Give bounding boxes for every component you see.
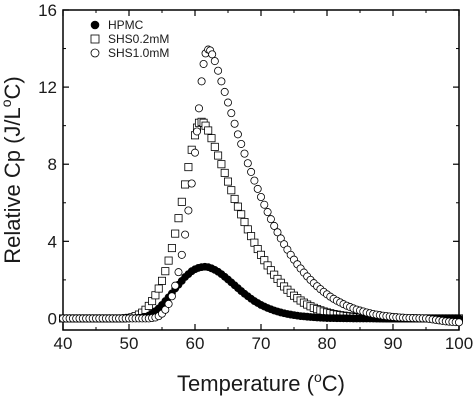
data-point <box>174 214 183 223</box>
data-point <box>260 200 269 209</box>
data-point <box>237 139 246 148</box>
data-point <box>227 186 236 195</box>
data-point <box>181 230 190 239</box>
series-shs0-2mm <box>59 117 463 323</box>
legend-label: HPMC <box>108 18 144 32</box>
x-axis-ticks: 40 50 60 70 80 90 100 <box>54 10 473 353</box>
data-point <box>210 142 219 151</box>
data-point <box>217 160 226 169</box>
series-hpmc <box>59 262 463 323</box>
data-point <box>192 127 201 136</box>
y-axis-title: Relative Cp (J/LoC) <box>0 76 25 264</box>
x-tick-label: 90 <box>384 334 403 353</box>
data-point <box>199 59 208 68</box>
data-point <box>184 206 193 215</box>
data-point <box>223 177 232 186</box>
data-point <box>177 197 186 206</box>
data-point <box>237 210 246 219</box>
x-tick-label: 100 <box>445 334 473 353</box>
data-point <box>164 256 173 265</box>
data-point <box>270 221 279 230</box>
data-point <box>233 130 242 139</box>
data-point <box>256 192 265 201</box>
data-point <box>174 268 183 277</box>
data-point <box>208 50 217 59</box>
x-tick-label: 70 <box>252 334 271 353</box>
data-point <box>230 119 239 128</box>
data-point <box>220 168 229 177</box>
y-tick-label: 4 <box>48 232 57 251</box>
data-point <box>167 292 176 301</box>
data-point <box>240 218 249 227</box>
y-axis-ticks: 0 4 8 12 16 <box>38 1 459 328</box>
x-tick-label: 60 <box>186 334 205 353</box>
y-tick-label: 8 <box>48 155 57 174</box>
data-point <box>266 215 275 224</box>
y-tick-label: 12 <box>38 78 57 97</box>
data-point <box>253 184 262 193</box>
x-tick-label: 40 <box>54 334 73 353</box>
data-point <box>223 98 232 107</box>
data-point <box>161 267 170 276</box>
series-shs1-0mm <box>59 45 463 327</box>
data-point <box>454 318 463 327</box>
data-point <box>207 134 216 143</box>
data-point <box>151 291 160 300</box>
data-point <box>157 276 166 285</box>
data-point <box>250 176 259 185</box>
legend-label: SHS0.2mM <box>108 32 169 46</box>
data-point <box>177 250 186 259</box>
legend-label: SHS1.0mM <box>108 46 169 60</box>
data-point <box>247 167 256 176</box>
data-series <box>59 45 463 327</box>
data-point <box>181 180 190 189</box>
data-point <box>171 281 180 290</box>
data-point <box>220 87 229 96</box>
data-point <box>230 194 239 203</box>
legend-marker <box>90 20 100 30</box>
data-point <box>233 202 242 211</box>
x-axis-title: Temperature (oC) <box>177 369 345 396</box>
data-point <box>214 151 223 160</box>
data-point <box>217 77 226 86</box>
data-point <box>210 57 219 66</box>
y-tick-label: 0 <box>48 309 57 328</box>
data-point <box>214 66 223 75</box>
legend-marker <box>90 48 100 58</box>
x-tick-label: 50 <box>120 334 139 353</box>
data-point <box>247 232 256 241</box>
data-point <box>263 208 272 217</box>
data-point <box>167 244 176 253</box>
data-point <box>227 109 236 118</box>
data-point <box>187 179 196 188</box>
data-point <box>190 148 199 157</box>
data-point <box>243 225 252 234</box>
data-point <box>194 104 203 113</box>
data-point <box>240 149 249 158</box>
data-point <box>154 284 163 293</box>
data-point <box>204 126 213 135</box>
data-point <box>243 159 252 168</box>
data-point <box>171 229 180 238</box>
data-point <box>184 163 193 172</box>
data-point <box>164 299 173 308</box>
y-tick-label: 16 <box>38 1 57 20</box>
data-point <box>273 228 282 237</box>
data-point <box>197 77 206 86</box>
legend-marker <box>90 34 100 44</box>
x-tick-label: 80 <box>318 334 337 353</box>
